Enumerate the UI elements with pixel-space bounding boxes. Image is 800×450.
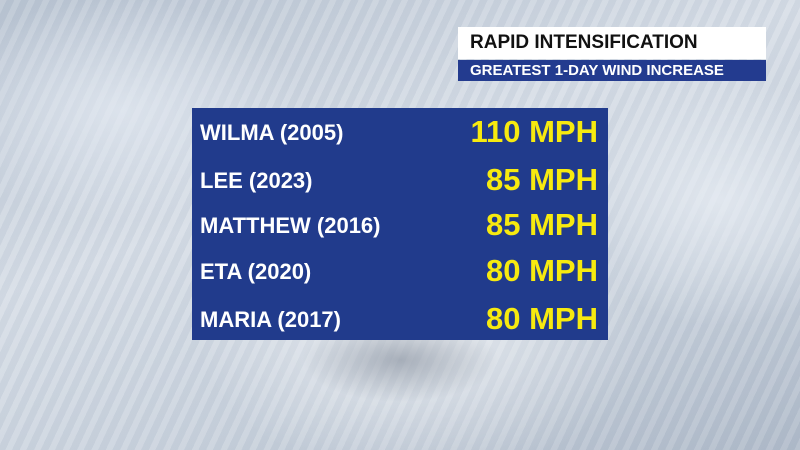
table-row: LEE (2023) 85 MPH bbox=[192, 158, 608, 204]
storm-name: WILMA (2005) bbox=[200, 120, 344, 145]
table: WILMA (2005) 110 MPH LEE (2023) 85 MPH MATTH… bbox=[192, 108, 608, 340]
storm-name: MARIA (2017) bbox=[200, 307, 341, 332]
wind-increase: 80 MPH bbox=[486, 253, 598, 288]
wind-increase: 80 MPH bbox=[486, 301, 598, 336]
table-row: MATTHEW (2016) 85 MPH bbox=[192, 203, 608, 249]
wind-increase: 85 MPH bbox=[486, 162, 598, 197]
wind-increase: 110 MPH bbox=[470, 114, 598, 149]
wind-increase: 85 MPH bbox=[486, 207, 598, 242]
title: RAPID INTENSIFICATION bbox=[470, 32, 698, 53]
storm-name: LEE (2023) bbox=[200, 168, 313, 193]
storm-name: MATTHEW (2016) bbox=[200, 213, 381, 238]
table-row: MARIA (2017) 80 MPH bbox=[192, 297, 608, 343]
title-box: RAPID INTENSIFICATION bbox=[458, 27, 766, 59]
subtitle: GREATEST 1-DAY WIND INCREASE bbox=[470, 62, 724, 79]
table-row: ETA (2020) 80 MPH bbox=[192, 249, 608, 295]
subtitle-box: GREATEST 1-DAY WIND INCREASE bbox=[458, 60, 766, 81]
storm-name: ETA (2020) bbox=[200, 259, 312, 284]
table-row: WILMA (2005) 110 MPH bbox=[192, 110, 608, 156]
